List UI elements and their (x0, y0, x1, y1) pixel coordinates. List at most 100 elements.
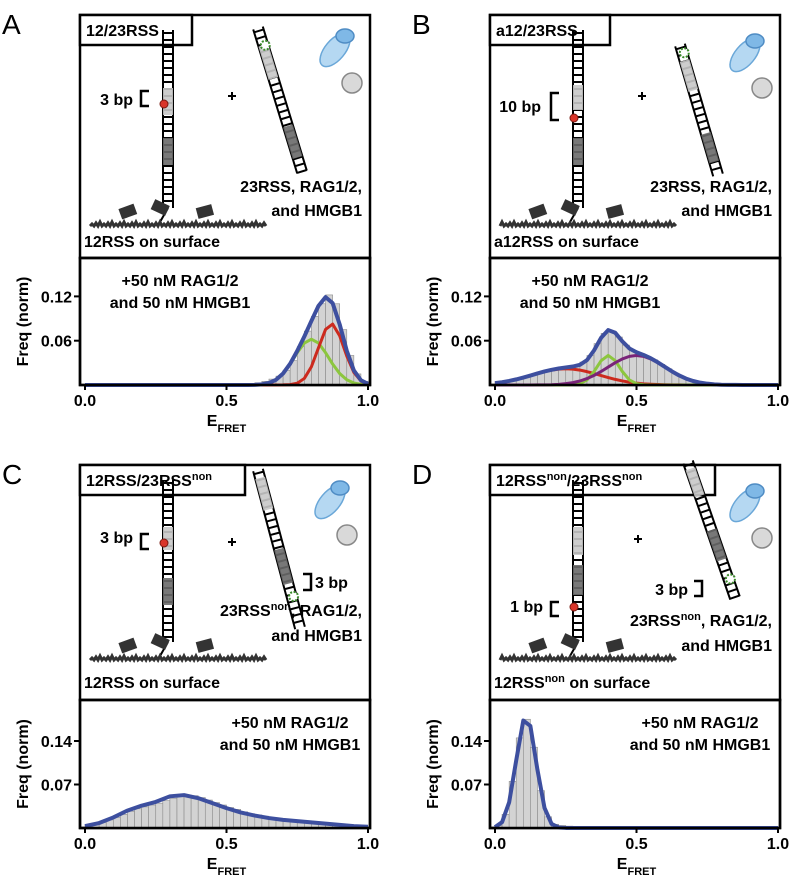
text-part: a12RSS on surface (494, 234, 639, 251)
gap-label: 3 bp (100, 530, 133, 547)
x-axis-label: EFRET (617, 856, 657, 878)
subscript: FRET (627, 866, 656, 878)
bar (141, 806, 149, 829)
text-part: 12RSS (496, 473, 547, 490)
x-axis-label: EFRET (207, 856, 247, 878)
text-part: a12/23RSS (496, 23, 578, 40)
text-part: 12RSS/23RSS (86, 473, 192, 490)
x-tick-label: 1.0 (357, 836, 379, 853)
x-axis-label: EFRET (207, 413, 247, 435)
surface-label: 12RSS on surface (84, 675, 220, 692)
bar (190, 795, 199, 829)
annotation: and 50 nM HMGB1 (630, 737, 771, 754)
text-part: E (617, 856, 628, 873)
hmgb1 (341, 72, 363, 94)
rag-head (335, 28, 355, 44)
fit-curve (84, 793, 369, 829)
dark-segment (573, 565, 583, 595)
text-part: on surface (565, 675, 650, 692)
x-tick-label: 0.5 (625, 393, 647, 410)
supscript: non (271, 601, 291, 613)
supscript: non (545, 673, 565, 685)
dark-segment (163, 578, 173, 605)
dna-ladder (572, 480, 584, 642)
surface-anchor (605, 638, 625, 653)
surface-anchor (195, 204, 215, 219)
dark-segment (573, 138, 583, 165)
light-segment (255, 476, 274, 511)
x-tick-label: 1.0 (767, 836, 789, 853)
surface-anchor (528, 637, 548, 654)
partner-label: and HMGB1 (271, 628, 362, 645)
diagram-tag: a12/23RSS (496, 23, 578, 40)
plus-sign (638, 92, 646, 100)
hmgb1 (336, 524, 358, 546)
tag-box (488, 13, 612, 47)
panel-letter: B (412, 9, 431, 40)
supscript: non (681, 611, 701, 623)
subscript: FRET (217, 866, 246, 878)
gap-label: 10 bp (499, 99, 541, 116)
diagram-tag: 12RSS/23RSSnon (86, 471, 212, 490)
text-part: 12RSS on surface (84, 675, 220, 692)
plot-frame (488, 698, 782, 830)
bar (134, 808, 142, 829)
text-part: and HMGB1 (271, 628, 362, 645)
gap-label: 3 bp (100, 92, 133, 109)
cy3-dye (159, 538, 169, 548)
surface-label: 12RSSnon on surface (494, 673, 650, 692)
text-part: E (617, 413, 628, 430)
hmgb1 (751, 77, 773, 99)
surface (498, 218, 678, 229)
partner-label: and HMGB1 (681, 638, 772, 655)
cy5-dye (259, 39, 271, 51)
light-segment (163, 527, 173, 550)
plus-sign (634, 535, 642, 543)
y-axis-label: Freq (norm) (425, 277, 442, 367)
light-segment (573, 527, 583, 555)
gap-label: 3 bp (655, 582, 688, 599)
rag-head (745, 33, 765, 49)
text-part: and HMGB1 (681, 638, 772, 655)
bar (636, 353, 644, 386)
cy3-dye (159, 99, 169, 109)
y-axis-label: Freq (norm) (425, 719, 442, 809)
surface-label: a12RSS on surface (494, 234, 639, 251)
bar (120, 814, 128, 829)
surface-anchor (118, 637, 138, 654)
surface-anchor (560, 199, 580, 216)
gap-label: 3 bp (315, 575, 348, 592)
x-tick-label: 1.0 (357, 393, 379, 410)
plot-frame (78, 256, 372, 387)
bar (148, 804, 157, 829)
surface (498, 652, 678, 663)
y-tick-label: 0.06 (451, 334, 482, 351)
annotation: +50 nM RAG1/2 (232, 715, 349, 732)
panel-letter: A (2, 9, 21, 40)
x-tick-label: 0.0 (484, 836, 506, 853)
annotation: +50 nM RAG1/2 (532, 273, 649, 290)
y-tick-label: 0.12 (451, 289, 482, 306)
dark-segment (706, 528, 727, 562)
y-axis-label: Freq (norm) (15, 277, 32, 367)
text-part: , RAG1/2, (291, 603, 362, 620)
bracket (139, 89, 149, 108)
dark-segment (283, 124, 303, 160)
dna-ladder (162, 30, 174, 208)
text-part: 23RSS (220, 603, 271, 620)
surface-anchor (560, 633, 580, 650)
bar (176, 796, 185, 829)
y-tick-label: 0.14 (41, 734, 72, 751)
plus-sign (228, 92, 236, 100)
supscript: non (547, 471, 567, 483)
surface-label: 12RSS on surface (84, 234, 220, 251)
dna-ladder (162, 480, 174, 642)
text-part: and HMGB1 (271, 203, 362, 220)
surface (88, 218, 268, 229)
gap-label: 1 bp (510, 599, 543, 616)
text-part: , RAG1/2, (701, 613, 772, 630)
surface-anchor (528, 203, 548, 220)
bar (325, 294, 333, 386)
plus-sign (228, 538, 236, 546)
